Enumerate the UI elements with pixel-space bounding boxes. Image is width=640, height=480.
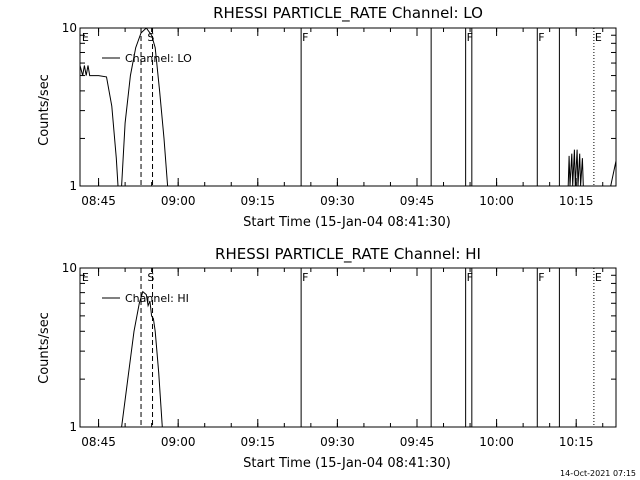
y-axis-label: Counts/sec — [37, 312, 52, 384]
event-marker-label: E — [82, 31, 89, 44]
plot-frame — [79, 267, 617, 428]
event-marker-label: S — [147, 271, 154, 284]
event-marker-label: F — [302, 271, 308, 284]
legend-entry: Channel: HI — [125, 292, 189, 305]
data-series — [121, 290, 163, 427]
x-tick-label: 10:00 — [479, 435, 514, 449]
footer-timestamp: 14-Oct-2021 07:15 — [560, 469, 636, 478]
x-tick-label: 08:45 — [81, 435, 116, 449]
x-tick-label: 09:30 — [320, 194, 355, 208]
y-tick-label: 1 — [69, 420, 77, 434]
data-series — [80, 28, 616, 186]
y-tick-label: 1 — [69, 179, 77, 193]
series-line — [121, 290, 163, 427]
x-tick-label: 09:45 — [400, 435, 435, 449]
chart-panel-lo: RHESSI PARTICLE_RATE Channel: LO Counts/… — [37, 4, 617, 230]
event-marker-label: F — [302, 31, 308, 44]
event-marker-label: F — [467, 271, 473, 284]
chart-title: RHESSI PARTICLE_RATE Channel: LO — [213, 4, 483, 23]
legend-entry: Channel: LO — [125, 52, 192, 65]
x-axis-label: Start Time (15-Jan-04 08:41:30) — [243, 215, 451, 230]
legend: Channel: LO — [102, 52, 192, 65]
x-tick-label: 10:15 — [559, 194, 594, 208]
x-tick-label: 09:00 — [161, 435, 196, 449]
x-tick-label: 09:30 — [320, 435, 355, 449]
series-line — [80, 28, 616, 186]
x-tick-label: 09:00 — [161, 194, 196, 208]
chart-title: RHESSI PARTICLE_RATE Channel: HI — [215, 245, 481, 264]
event-marker-label: E — [595, 31, 602, 44]
event-marker-label: F — [538, 31, 544, 44]
y-axis-label: Counts/sec — [37, 74, 52, 146]
event-marker-label: E — [82, 271, 89, 284]
event-marker-label: F — [467, 31, 473, 44]
event-marker-label: F — [538, 271, 544, 284]
event-marker-label: E — [595, 271, 602, 284]
x-tick-label: 08:45 — [81, 194, 116, 208]
axis-ticks: 08:45 09:00 09:15 09:30 09:45 10:00 10:15 1 10 — [62, 21, 616, 208]
chart-panel-hi: RHESSI PARTICLE_RATE Channel: HI Counts/… — [37, 245, 617, 471]
event-marker-label: S — [147, 31, 154, 44]
y-tick-label: 10 — [62, 21, 77, 35]
x-axis-label: Start Time (15-Jan-04 08:41:30) — [243, 456, 451, 471]
x-tick-label: 09:15 — [240, 194, 275, 208]
x-tick-label: 10:00 — [479, 194, 514, 208]
x-tick-label: 09:15 — [240, 435, 275, 449]
x-tick-label: 09:45 — [400, 194, 435, 208]
x-tick-label: 10:15 — [559, 435, 594, 449]
legend: Channel: HI — [102, 292, 189, 305]
y-tick-label: 10 — [62, 261, 77, 275]
axis-ticks: 08:45 09:00 09:15 09:30 09:45 10:00 10:15 1 10 — [62, 261, 616, 449]
